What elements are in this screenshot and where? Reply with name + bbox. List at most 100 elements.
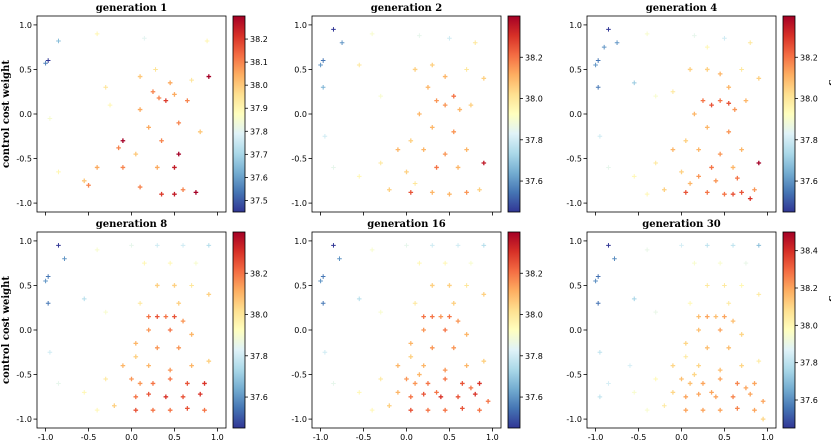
scatter-point	[331, 381, 336, 386]
scatter-point	[412, 381, 418, 386]
scatter-points	[593, 243, 766, 422]
colorbar-tick-label: 38.0	[800, 95, 818, 104]
colorbar-tick-label: 38.2	[250, 269, 268, 278]
plot-frame	[586, 15, 777, 213]
colorbar-tick-label: 37.8	[250, 127, 268, 136]
scatter-point	[378, 93, 384, 99]
scatter-point	[730, 243, 736, 248]
scatter-point	[429, 125, 435, 130]
scatter-point	[735, 175, 740, 181]
scatter-point	[704, 283, 710, 288]
scatter-point	[417, 33, 422, 38]
scatter-point	[730, 191, 736, 197]
scatter-point	[159, 191, 164, 197]
scatter-point	[717, 376, 723, 382]
scatter-point	[477, 187, 482, 193]
scatter-point	[47, 349, 53, 355]
scatter-point	[631, 174, 637, 179]
scatter-point	[434, 165, 439, 170]
colorbar	[507, 231, 521, 429]
y-tick-label: 0.0	[19, 326, 32, 335]
scatter-point	[369, 407, 375, 413]
x-tick-label: 1.0	[761, 433, 774, 442]
scatter-point	[146, 327, 151, 333]
y-tick-label: 1.0	[19, 237, 32, 246]
scatter-point	[429, 314, 435, 319]
scatter-point	[614, 40, 620, 46]
scatter-point	[202, 381, 207, 386]
scatter-point	[197, 391, 203, 397]
panel-title: generation 30	[642, 219, 721, 230]
scatter-point	[45, 58, 51, 63]
scatter-point	[172, 314, 177, 319]
colorbar-tick-label: 38.2	[800, 53, 818, 62]
scatter-point	[468, 260, 474, 266]
x-tick-label: -1.0	[38, 433, 54, 442]
scatter-point	[670, 390, 676, 395]
scatter-point	[86, 182, 91, 188]
scatter-point	[597, 394, 603, 400]
scatter-point	[704, 345, 710, 351]
y-tick-label: -1.0	[566, 199, 582, 208]
x-tick-label: -0.5	[356, 433, 372, 442]
colorbar	[782, 15, 796, 213]
scatter-point	[730, 318, 736, 324]
scatter-point	[180, 187, 186, 193]
scatter-point	[356, 296, 362, 302]
scatter-point	[378, 160, 384, 166]
scatter-point	[167, 376, 173, 382]
scatter-point	[150, 381, 156, 386]
scatter-point	[717, 367, 723, 373]
scatter-point	[129, 376, 134, 382]
scatter-point	[464, 363, 469, 368]
scatter-point	[172, 92, 177, 97]
scatter-point	[455, 165, 461, 170]
scatter-point	[595, 58, 601, 63]
scatter-point	[730, 165, 736, 170]
scatter-point	[408, 341, 414, 346]
scatter-point	[356, 390, 362, 395]
colorbar-tick-label: 37.8	[525, 352, 543, 361]
scatter-point	[356, 174, 362, 179]
scatter-point	[337, 256, 342, 262]
scatter-point	[189, 363, 194, 368]
scatter-point	[704, 44, 710, 50]
scatter-point	[447, 191, 452, 197]
scatter-point	[395, 147, 401, 152]
scatter-point	[404, 376, 409, 382]
scatter-point	[167, 367, 173, 373]
scatter-point	[116, 145, 121, 151]
plot-frame	[36, 231, 227, 429]
y-tick-label: -0.5	[291, 371, 307, 380]
colorbar-tick-label: 38.4	[800, 247, 818, 256]
scatter-point	[595, 274, 601, 279]
scatter-point	[408, 190, 414, 195]
scatter-point	[735, 406, 740, 411]
scatter-point	[485, 398, 491, 404]
scatter-point	[421, 363, 426, 368]
scatter-point	[103, 376, 109, 382]
scatter-point	[464, 283, 469, 288]
scatter-point	[417, 372, 422, 377]
scatter-point	[704, 314, 710, 319]
scatter-point	[185, 406, 190, 411]
scatter-point	[167, 80, 173, 86]
x-tick-label: 1.0	[211, 433, 224, 442]
panel-4: generation 8 -1.0 -0.5 0.0 0.5 1.0 -1.0 -0.5 0.0…	[1, 219, 268, 442]
scatter-point	[146, 363, 151, 368]
scatter-point	[163, 394, 169, 400]
scatter-point	[593, 278, 598, 284]
y-tick-label: 1.0	[294, 21, 307, 30]
scatter-point	[747, 196, 753, 201]
scatter-point	[692, 260, 697, 266]
scatter-point	[662, 187, 667, 193]
scatter-point	[81, 390, 87, 395]
scatter-point	[447, 35, 452, 41]
scatter-point	[451, 345, 457, 351]
x-tick-label: -1.0	[588, 433, 604, 442]
scatter-point	[704, 125, 710, 130]
colorbar-label: average travel distance	[828, 265, 831, 395]
scatter-point	[717, 151, 723, 157]
scatter-point	[631, 296, 637, 302]
scatter-point	[679, 243, 684, 248]
